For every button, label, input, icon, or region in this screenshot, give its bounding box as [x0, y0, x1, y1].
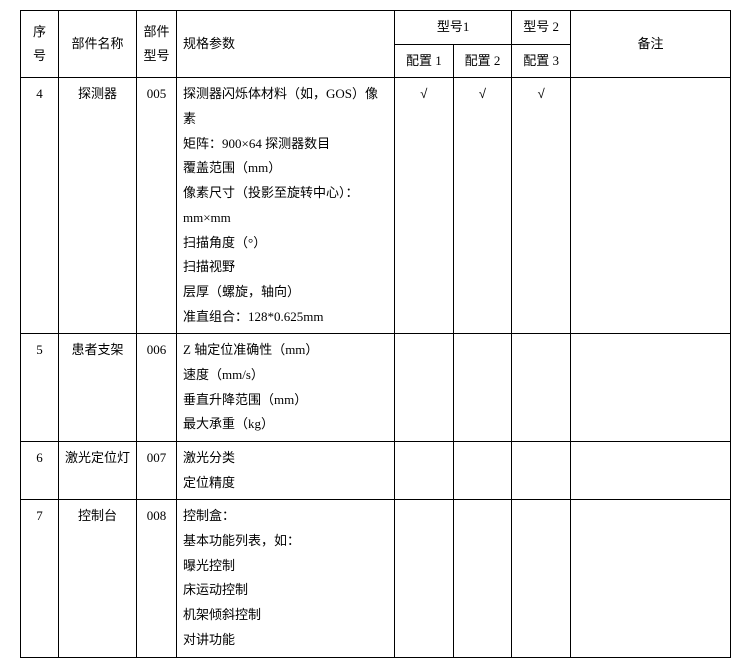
- spec-line: 曝光控制: [183, 554, 388, 579]
- header-remark: 备注: [571, 11, 731, 78]
- cell-part-model: 008: [137, 500, 177, 657]
- spec-line: 矩阵：900×64 探测器数目: [183, 132, 388, 157]
- check-icon: √: [538, 86, 545, 101]
- spec-line: 控制盒：: [183, 504, 388, 529]
- spec-line: 覆盖范围（mm）: [183, 156, 388, 181]
- cell-cfg3: [512, 334, 571, 442]
- cell-cfg3: √: [512, 78, 571, 334]
- spec-line: 扫描角度（°）: [183, 231, 388, 256]
- cell-cfg1: √: [395, 78, 454, 334]
- cell-cfg2: [453, 500, 512, 657]
- cell-cfg3: [512, 500, 571, 657]
- header-part-model: 部件型号: [137, 11, 177, 78]
- header-spec: 规格参数: [177, 11, 395, 78]
- cell-cfg1: [395, 334, 454, 442]
- spec-line: 层厚（螺旋，轴向）: [183, 280, 388, 305]
- cell-part-name: 控制台: [59, 500, 137, 657]
- header-model1: 型号1: [395, 11, 512, 45]
- cell-part-name: 激光定位灯: [59, 442, 137, 500]
- spec-line: 探测器闪烁体材料（如，GOS）像素: [183, 82, 388, 131]
- spec-line: 定位精度: [183, 471, 388, 496]
- cell-remark: [571, 442, 731, 500]
- table-row: 5患者支架006Z 轴定位准确性（mm）速度（mm/s）垂直升降范围（mm）最大…: [21, 334, 731, 442]
- cell-part-model: 005: [137, 78, 177, 334]
- spec-line: 机架倾斜控制: [183, 603, 388, 628]
- cell-cfg2: [453, 334, 512, 442]
- cell-part-name: 探测器: [59, 78, 137, 334]
- spec-table-body: 4探测器005探测器闪烁体材料（如，GOS）像素矩阵：900×64 探测器数目覆…: [21, 78, 731, 657]
- cell-cfg2: [453, 442, 512, 500]
- cell-spec: 控制盒：基本功能列表，如：曝光控制床运动控制机架倾斜控制对讲功能: [177, 500, 395, 657]
- cell-spec: Z 轴定位准确性（mm）速度（mm/s）垂直升降范围（mm）最大承重（kg）: [177, 334, 395, 442]
- header-part-name: 部件名称: [59, 11, 137, 78]
- spec-line: mm×mm: [183, 206, 388, 231]
- cell-part-name: 患者支架: [59, 334, 137, 442]
- cell-seq: 4: [21, 78, 59, 334]
- cell-seq: 7: [21, 500, 59, 657]
- cell-cfg1: [395, 500, 454, 657]
- table-row: 4探测器005探测器闪烁体材料（如，GOS）像素矩阵：900×64 探测器数目覆…: [21, 78, 731, 334]
- header-model2: 型号 2: [512, 11, 571, 45]
- header-cfg1: 配置 1: [395, 44, 454, 78]
- cell-part-model: 007: [137, 442, 177, 500]
- spec-line: 准直组合：128*0.625mm: [183, 305, 388, 330]
- spec-line: 床运动控制: [183, 578, 388, 603]
- cell-cfg3: [512, 442, 571, 500]
- cell-seq: 6: [21, 442, 59, 500]
- cell-remark: [571, 334, 731, 442]
- cell-seq: 5: [21, 334, 59, 442]
- spec-table: 序号 部件名称 部件型号 规格参数 型号1 型号 2 备注 配置 1 配置 2 …: [20, 10, 731, 658]
- cell-cfg2: √: [453, 78, 512, 334]
- spec-line: 扫描视野: [183, 255, 388, 280]
- cell-spec: 激光分类定位精度: [177, 442, 395, 500]
- spec-line: 最大承重（kg）: [183, 412, 388, 437]
- header-seq: 序号: [21, 11, 59, 78]
- cell-cfg1: [395, 442, 454, 500]
- cell-remark: [571, 78, 731, 334]
- spec-line: 像素尺寸（投影至旋转中心）：: [183, 181, 388, 206]
- spec-line: 对讲功能: [183, 628, 388, 653]
- cell-remark: [571, 500, 731, 657]
- check-icon: √: [420, 86, 427, 101]
- cell-spec: 探测器闪烁体材料（如，GOS）像素矩阵：900×64 探测器数目覆盖范围（mm）…: [177, 78, 395, 334]
- header-cfg2: 配置 2: [453, 44, 512, 78]
- cell-part-model: 006: [137, 334, 177, 442]
- spec-line: Z 轴定位准确性（mm）: [183, 338, 388, 363]
- spec-line: 激光分类: [183, 446, 388, 471]
- header-cfg3: 配置 3: [512, 44, 571, 78]
- spec-line: 基本功能列表，如：: [183, 529, 388, 554]
- spec-line: 垂直升降范围（mm）: [183, 388, 388, 413]
- spec-line: 速度（mm/s）: [183, 363, 388, 388]
- check-icon: √: [479, 86, 486, 101]
- table-row: 6激光定位灯007激光分类定位精度: [21, 442, 731, 500]
- table-row: 7控制台008控制盒：基本功能列表，如：曝光控制床运动控制机架倾斜控制对讲功能: [21, 500, 731, 657]
